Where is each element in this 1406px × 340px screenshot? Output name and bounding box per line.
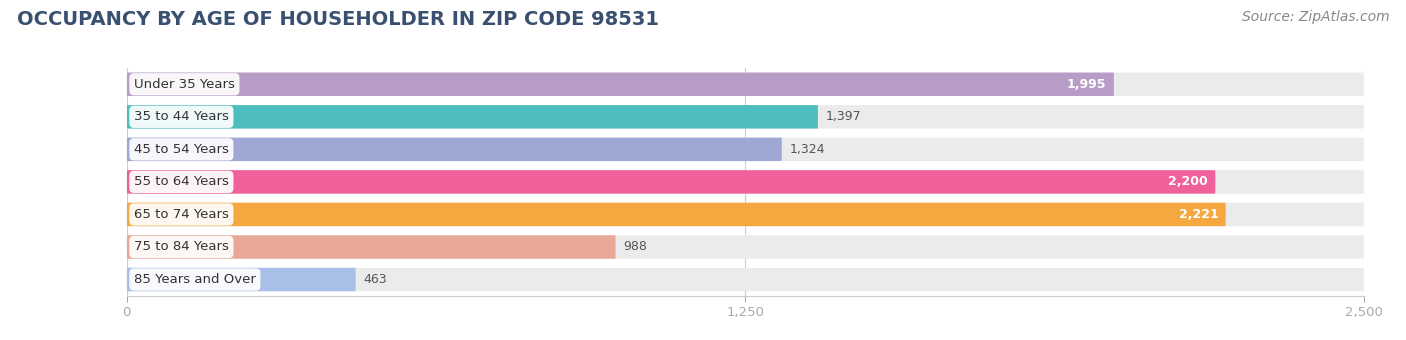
FancyBboxPatch shape <box>127 138 1364 161</box>
Text: 2,221: 2,221 <box>1178 208 1219 221</box>
Text: 35 to 44 Years: 35 to 44 Years <box>134 110 229 123</box>
FancyBboxPatch shape <box>127 72 1114 96</box>
Text: 988: 988 <box>623 240 647 254</box>
Text: 85 Years and Over: 85 Years and Over <box>134 273 256 286</box>
FancyBboxPatch shape <box>127 72 1364 96</box>
Text: 65 to 74 Years: 65 to 74 Years <box>134 208 229 221</box>
FancyBboxPatch shape <box>127 170 1215 193</box>
Text: 1,397: 1,397 <box>825 110 860 123</box>
FancyBboxPatch shape <box>127 138 782 161</box>
Text: OCCUPANCY BY AGE OF HOUSEHOLDER IN ZIP CODE 98531: OCCUPANCY BY AGE OF HOUSEHOLDER IN ZIP C… <box>17 10 659 29</box>
FancyBboxPatch shape <box>127 235 616 259</box>
Text: 45 to 54 Years: 45 to 54 Years <box>134 143 229 156</box>
Text: 1,324: 1,324 <box>789 143 825 156</box>
FancyBboxPatch shape <box>127 203 1364 226</box>
Text: Source: ZipAtlas.com: Source: ZipAtlas.com <box>1241 10 1389 24</box>
Text: 75 to 84 Years: 75 to 84 Years <box>134 240 229 254</box>
FancyBboxPatch shape <box>127 105 1364 129</box>
FancyBboxPatch shape <box>127 235 1364 259</box>
Text: 1,995: 1,995 <box>1067 78 1107 91</box>
Text: 55 to 64 Years: 55 to 64 Years <box>134 175 229 188</box>
Text: 463: 463 <box>363 273 387 286</box>
Text: Under 35 Years: Under 35 Years <box>134 78 235 91</box>
FancyBboxPatch shape <box>127 268 1364 291</box>
Text: 2,200: 2,200 <box>1168 175 1208 188</box>
FancyBboxPatch shape <box>127 203 1226 226</box>
FancyBboxPatch shape <box>127 170 1364 193</box>
FancyBboxPatch shape <box>127 105 818 129</box>
FancyBboxPatch shape <box>127 268 356 291</box>
